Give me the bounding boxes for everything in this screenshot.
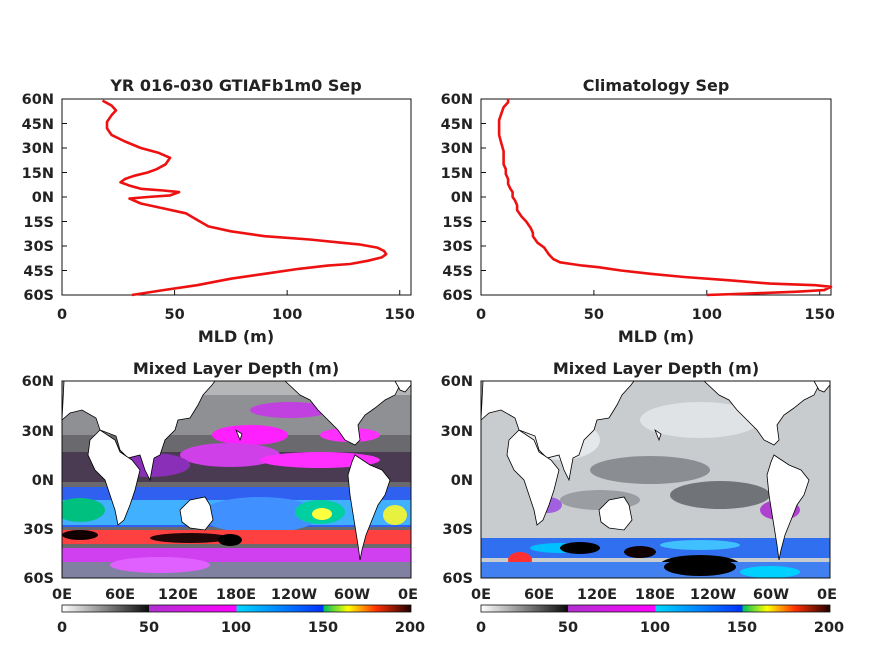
panel1-xtick: 0 (57, 307, 67, 323)
panel4-cbtick: 200 (814, 620, 844, 636)
panel1-ytick: 60S (23, 288, 54, 304)
panel2-ytick: 30S (442, 239, 473, 255)
panel4-ytick: 30S (442, 522, 473, 538)
panel2-ytick: 0N (451, 190, 473, 206)
panel1-xtick: 150 (385, 307, 415, 323)
panel4-ytick: 60S (442, 571, 473, 587)
panel3-cbtick: 150 (308, 620, 338, 636)
panel4-ytick: 30N (441, 424, 473, 440)
panel4-colorbar: 0 50 100 150 200 (476, 604, 844, 636)
panel3-xtick: 180E (216, 587, 256, 603)
panel4-cbtick: 50 (558, 620, 578, 636)
panel1-xlabel: MLD (m) (198, 327, 274, 346)
panel3-xtick: 120W (271, 587, 317, 603)
panel1-title: YR 016-030 GTIAFb1m0 Sep (109, 76, 361, 95)
panel2-xtick: 150 (805, 307, 835, 323)
panel3-xtick: 60W (334, 587, 370, 603)
panel4-title: Mixed Layer Depth (m) (553, 359, 759, 378)
panel2-mld-line (497, 99, 833, 297)
panel2-ytick: 30N (441, 141, 473, 157)
panel2-marks (480, 98, 833, 297)
panel3-cbtick: 50 (139, 620, 159, 636)
panel4-cbtick: 100 (640, 620, 670, 636)
panel4-xtick: 120W (690, 587, 736, 603)
panel3-ytick: 30S (23, 522, 54, 538)
panel4-cbtick: 150 (727, 620, 757, 636)
panel3-colorbar-bar (61, 604, 412, 613)
panel4-heatmap (481, 381, 830, 578)
panel4-xtick: 0E (817, 587, 837, 603)
panel2-ytick: 15N (441, 166, 473, 182)
panel3-yticks: 60N 30N 0N 30S 60S (22, 374, 54, 587)
panel1-ytick: 45N (22, 117, 54, 133)
panel1-xtick: 100 (272, 307, 302, 323)
panel3-ytick: 30N (22, 424, 54, 440)
panel1-marks (61, 98, 401, 297)
panel3-ytick: 60S (23, 571, 54, 587)
map-panel-model: Mixed Layer Depth (m) (22, 359, 425, 636)
panel4-frame (480, 380, 831, 579)
panel2-ytick: 15S (442, 215, 473, 231)
panel1-ytick: 45S (23, 264, 54, 280)
panel4-yticks: 60N 30N 0N 30S 60S (441, 374, 473, 587)
panel4-xticks: 0E 60E 120E 180E 120W 60W 0E (471, 587, 837, 603)
panel2-xtick: 50 (584, 307, 604, 323)
panel1-ytick: 15S (23, 215, 54, 231)
panel1-mld-line (101, 99, 388, 297)
panel4-ytick: 60N (441, 374, 473, 390)
panel4-colorbar-bar (480, 604, 831, 613)
panel3-cbtick: 0 (57, 620, 67, 636)
panel3-cbtick: 200 (395, 620, 425, 636)
panel3-colorbar: 0 50 100 150 200 (57, 604, 425, 636)
panel4-cbtick: 0 (476, 620, 486, 636)
panel4-xtick: 60W (753, 587, 789, 603)
panel4-xtick: 120E (577, 587, 617, 603)
panel3-xtick: 0E (52, 587, 72, 603)
panel3-heatmap (62, 381, 411, 578)
panel2-xlabel: MLD (m) (618, 327, 694, 346)
panel3-ytick: 60N (22, 374, 54, 390)
map-panel-climatology: Mixed Layer Depth (m) 60N (441, 359, 844, 636)
panel3-ytick: 0N (32, 473, 54, 489)
panel3-cbtick: 100 (221, 620, 251, 636)
panel2-xtick: 100 (692, 307, 722, 323)
panel3-xtick: 60E (105, 587, 135, 603)
panel2-ytick: 45N (441, 117, 473, 133)
panel4-xtick: 0E (471, 587, 491, 603)
panel3-frame (61, 380, 412, 579)
panel2-ytick: 45S (442, 264, 473, 280)
panel4-xtick: 60E (524, 587, 554, 603)
panel1-ytick: 30S (23, 239, 54, 255)
panel2-yticks: 60N 45N 30N 15N 0N 15S 30S 45S 60S (441, 92, 473, 304)
panel1-ytick: 0N (32, 190, 54, 206)
panel1-ytick: 30N (22, 141, 54, 157)
panel4-xtick: 180E (635, 587, 675, 603)
panel1-ytick: 15N (22, 166, 54, 182)
panel2-ytick: 60N (441, 92, 473, 108)
panel3-title: Mixed Layer Depth (m) (133, 359, 339, 378)
panel2-ytick: 60S (442, 288, 473, 304)
panel4-ytick: 0N (451, 473, 473, 489)
panel1-xtick: 50 (165, 307, 185, 323)
panel3-xtick: 120E (158, 587, 198, 603)
panel2-xtick: 0 (476, 307, 486, 323)
panel3-xtick: 0E (398, 587, 418, 603)
panel3-xticks: 0E 60E 120E 180E 120W 60W 0E (52, 587, 418, 603)
profile-panel-climatology: Climatology Sep 60N 45N 30N 15N 0N 15S 3… (441, 76, 835, 346)
profile-panel-model: YR 016-030 GTIAFb1m0 Sep 60N 45N 30N 15N… (22, 76, 415, 346)
panel1-ytick: 60N (22, 92, 54, 108)
panel2-xticks: 0 50 100 150 (476, 307, 835, 323)
panel1-frame (61, 98, 412, 296)
panel2-frame (480, 98, 832, 296)
panel1-xticks: 0 50 100 150 (57, 307, 415, 323)
panel1-yticks: 60N 45N 30N 15N 0N 15S 30S 45S 60S (22, 92, 54, 304)
panel2-title: Climatology Sep (583, 76, 730, 95)
